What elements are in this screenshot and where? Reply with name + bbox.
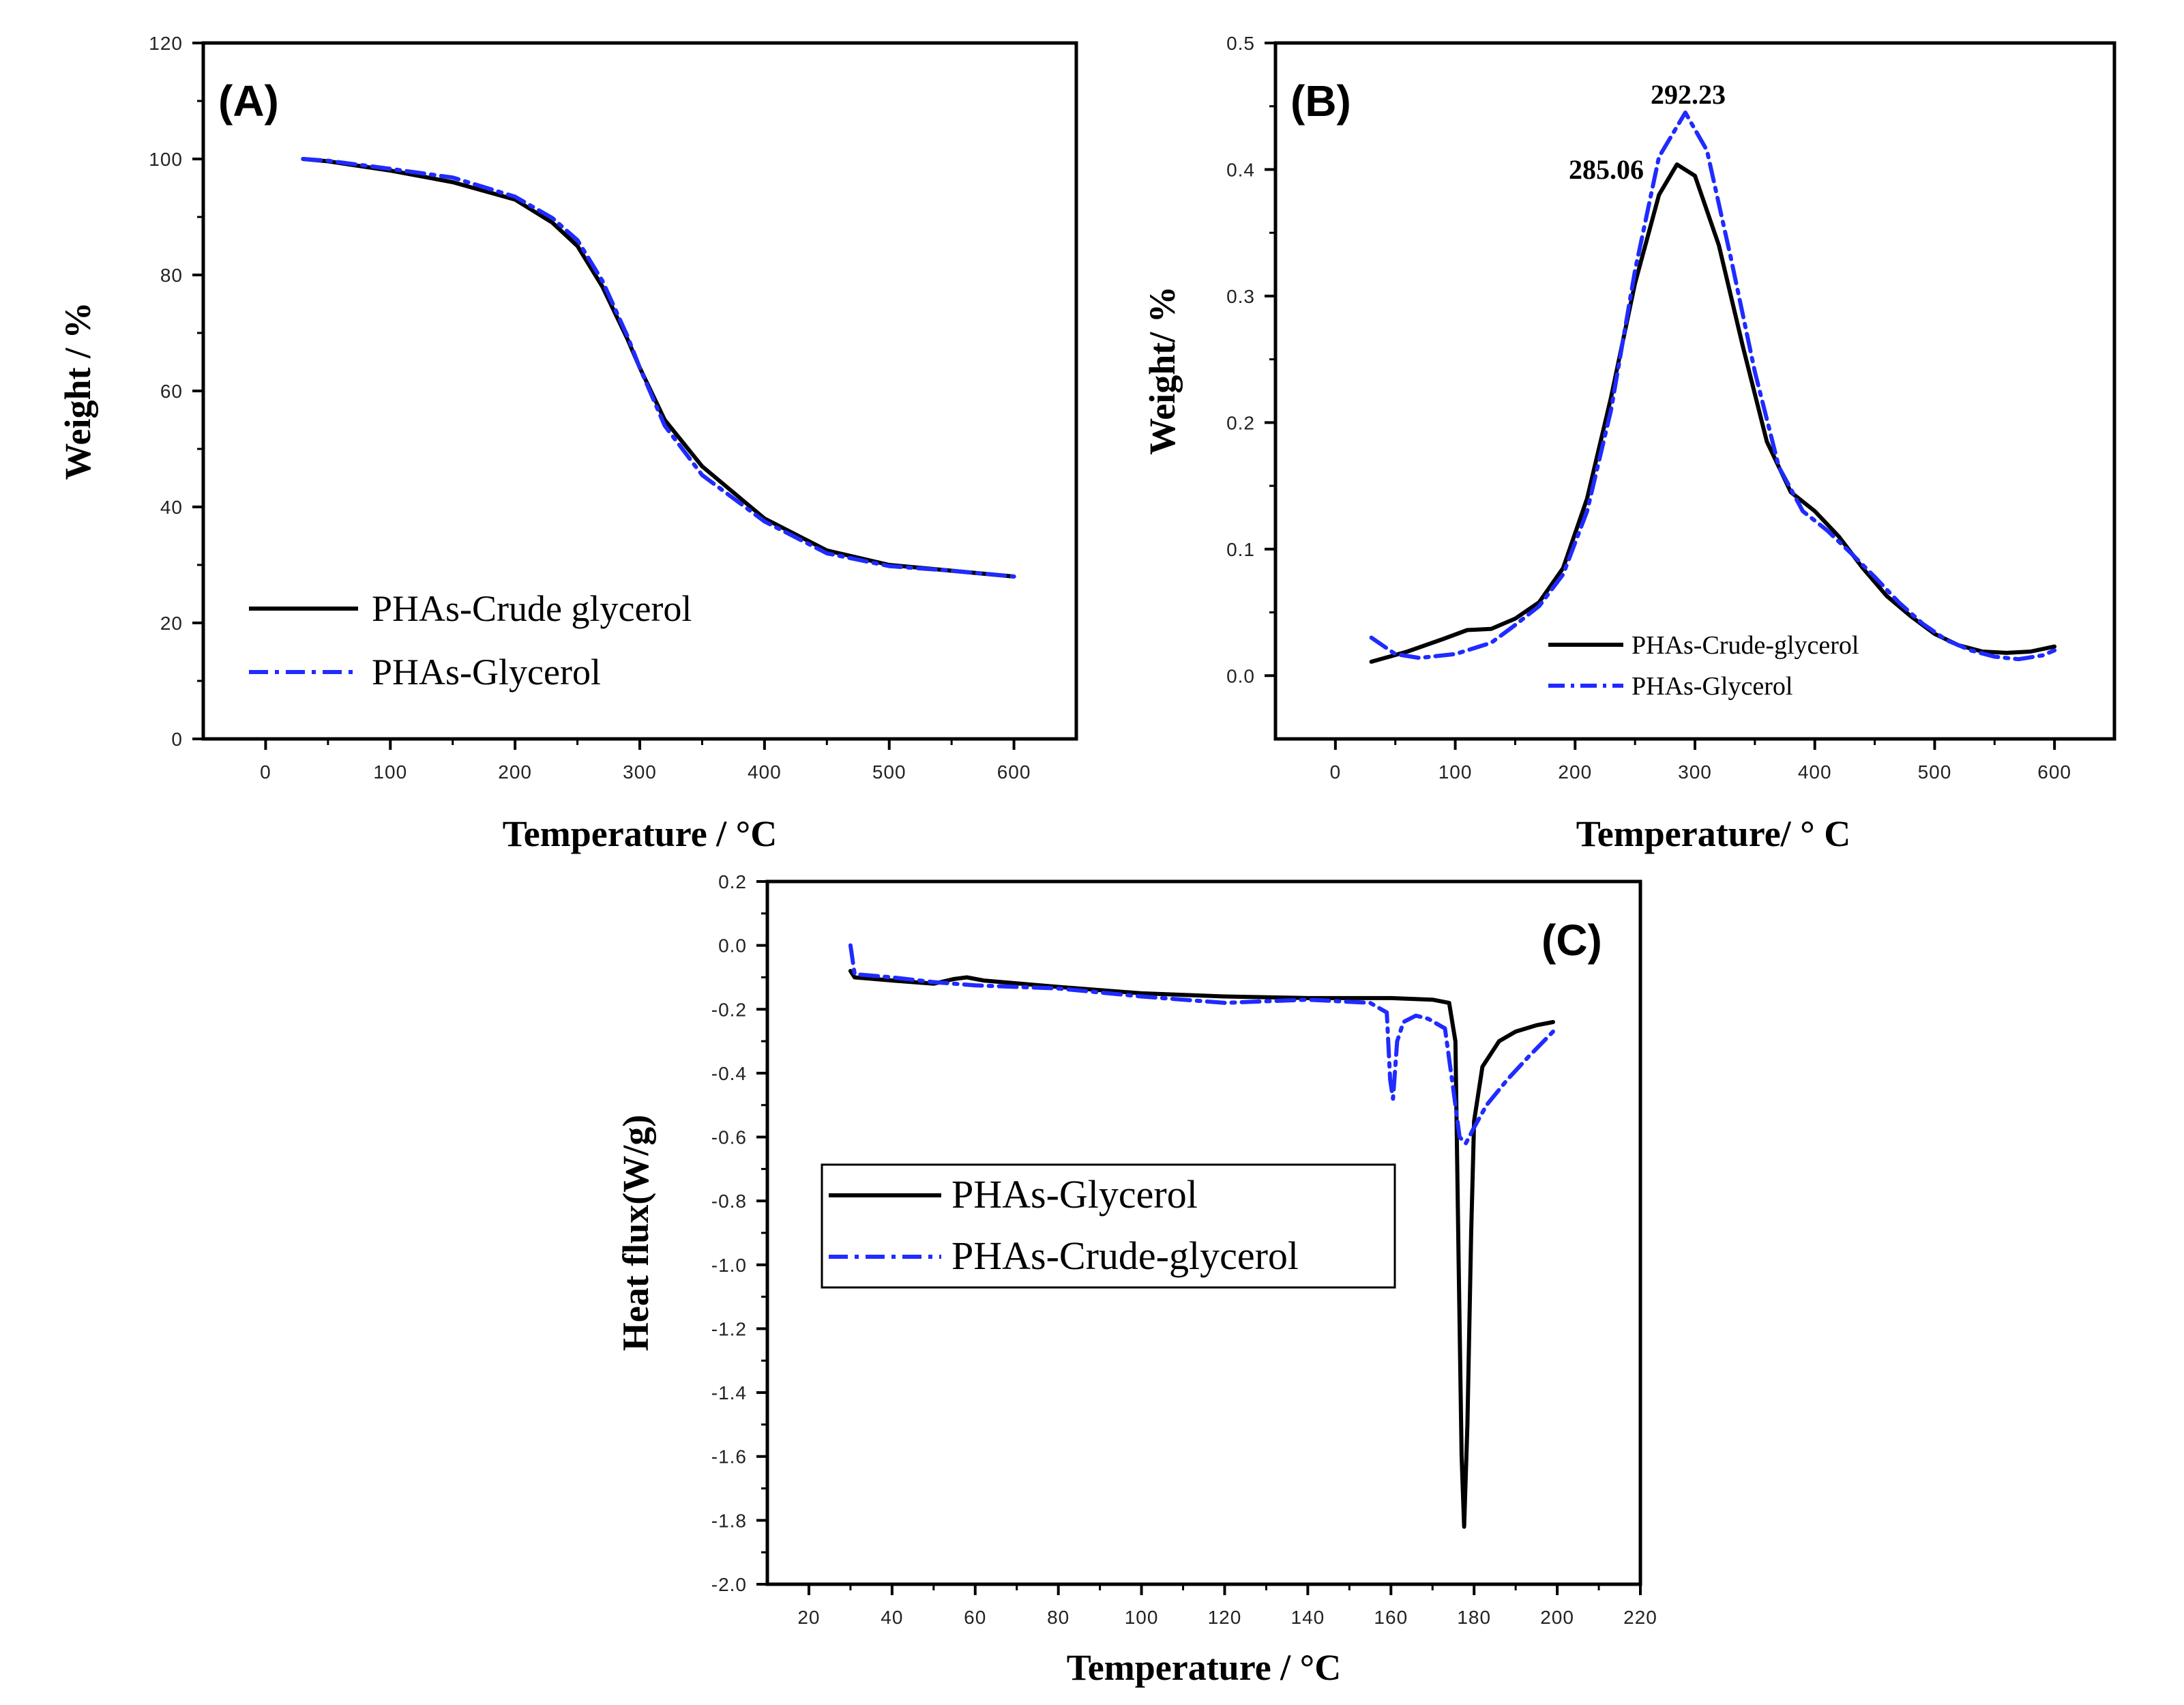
panel-c-label: (C) xyxy=(1541,916,1602,965)
panel-a-tga-chart: 0 100 200 300 400 500 600 0 20 40 60 80 100 120 (A) T… xyxy=(57,33,1078,854)
panel-b-series-phas-glycerol xyxy=(1369,111,2057,662)
panel-c-x-tick-label: 220 xyxy=(1623,1607,1657,1628)
panel-a-plot-frame xyxy=(201,41,1078,741)
panel-b-y-axis-title: Weight/ % xyxy=(1142,286,1183,455)
panel-c-y-tick-label: -0.4 xyxy=(711,1063,747,1084)
panel-a-x-axis-title: Temperature / °C xyxy=(503,813,778,854)
panel-a-x-tick-label: 100 xyxy=(373,761,407,783)
panel-b-y-tick-label: 0.5 xyxy=(1226,33,1255,54)
panel-a-legend-label-glycerol: PHAs-Glycerol xyxy=(372,652,601,693)
panel-b-y-tick-label: 0.2 xyxy=(1226,412,1255,433)
panel-a-y-tick-label: 80 xyxy=(160,265,183,286)
panel-c-x-tick-label: 120 xyxy=(1208,1607,1242,1628)
panel-c-y-tick-label: 0.0 xyxy=(718,935,747,957)
panel-b-y-tick-label: 0.0 xyxy=(1226,665,1255,686)
panel-b-x-tick-label: 200 xyxy=(1558,761,1592,783)
panel-b-legend-label-glycerol: PHAs-Glycerol xyxy=(1632,672,1792,701)
panel-c-x-tick-label: 20 xyxy=(797,1607,820,1628)
panel-b-y-tick-label: 0.3 xyxy=(1226,286,1255,307)
panel-c-y-tick-label: -1.6 xyxy=(711,1446,747,1468)
panel-b-peak-annotation-glycerol: 292.23 xyxy=(1651,79,1726,110)
panel-b-label: (B) xyxy=(1290,76,1351,126)
panel-c-y-tick-label: -0.2 xyxy=(711,999,747,1020)
panel-c-legend-box xyxy=(821,1163,1396,1289)
panel-c-legend-label-crude: PHAs-Crude-glycerol xyxy=(951,1234,1299,1278)
panel-c-y-tick-label: -1.8 xyxy=(711,1510,747,1531)
panel-b-y-tick-label: 0.1 xyxy=(1226,539,1255,560)
panel-c-x-tick-label: 160 xyxy=(1374,1607,1408,1628)
panel-b-legend-label-crude: PHAs-Crude-glycerol xyxy=(1632,631,1859,660)
panel-a-y-tick-label: 100 xyxy=(149,149,183,170)
panel-b-x-tick-label: 500 xyxy=(1918,761,1952,783)
panel-b-dtg-chart: 0 100 200 300 400 500 600 0.0 0.1 0.2 0.3 0.4 0.5 (B… xyxy=(1142,33,2116,854)
panel-a-legend-label-crude: PHAs-Crude glycerol xyxy=(372,588,692,629)
panel-b-y-tick-label: 0.4 xyxy=(1226,159,1255,180)
panel-c-y-tick-label: -0.6 xyxy=(711,1127,747,1148)
panel-b-legend: PHAs-Crude-glycerol PHAs-Glycerol xyxy=(1548,631,1859,701)
panel-c-y-tick-label: -0.8 xyxy=(711,1191,747,1212)
panel-c-x-tick-label: 140 xyxy=(1291,1607,1325,1628)
panel-a-y-tick-label: 60 xyxy=(160,381,183,402)
panel-b-x-tick-label: 300 xyxy=(1678,761,1712,783)
panel-c-x-tick-label: 60 xyxy=(964,1607,986,1628)
panel-c-y-tick-label: -1.4 xyxy=(711,1382,747,1403)
panel-c-x-tick-label: 100 xyxy=(1125,1607,1159,1628)
panel-a-series-phas-crude-glycerol xyxy=(301,157,1016,579)
panel-c-series-phas-crude-glycerol xyxy=(848,943,1555,1146)
panel-a-y-axis-title: Weight / % xyxy=(57,302,98,480)
panel-a-y-tick-label: 0 xyxy=(171,729,183,750)
panel-a-y-tick-label: 120 xyxy=(149,33,183,54)
panel-c-x-tick-label: 200 xyxy=(1540,1607,1574,1628)
panel-b-x-axis-title: Temperature/ ° C xyxy=(1576,813,1851,854)
panel-c-y-axis-title: Heat flux(W/g) xyxy=(615,1115,656,1351)
panel-a-legend: PHAs-Crude glycerol PHAs-Glycerol xyxy=(249,588,692,693)
panel-a-x-tick-label: 0 xyxy=(260,761,271,783)
panel-b-x-tick-label: 100 xyxy=(1438,761,1473,783)
panel-c-y-tick-label: 0.2 xyxy=(718,871,747,892)
panel-a-y-tick-label: 20 xyxy=(160,613,183,634)
panel-b-series-phas-crude-glycerol xyxy=(1369,162,2057,664)
panel-c-x-tick-label: 40 xyxy=(881,1607,903,1628)
panel-c-dsc-chart: 20 40 60 80 100 120 140 160 180 200 220 0.2 0.0 -0.2 -… xyxy=(615,871,1657,1688)
panel-a-x-tick-label: 500 xyxy=(872,761,906,783)
panel-a-x-tick-label: 300 xyxy=(623,761,657,783)
panel-c-y-tick-label: -1.0 xyxy=(711,1255,747,1276)
panel-a-label: (A) xyxy=(218,76,279,126)
panel-c-x-tick-label: 80 xyxy=(1047,1607,1069,1628)
panel-b-x-tick-label: 400 xyxy=(1798,761,1832,783)
panel-c-y-tick-label: -2.0 xyxy=(711,1574,747,1595)
panel-c-x-tick-label: 180 xyxy=(1457,1607,1491,1628)
panel-b-x-tick-label: 600 xyxy=(2037,761,2071,783)
panel-b-x-tick-label: 0 xyxy=(1330,761,1342,783)
panel-a-x-tick-label: 600 xyxy=(997,761,1031,783)
panel-a-x-tick-label: 400 xyxy=(748,761,782,783)
panel-c-series-phas-glycerol xyxy=(848,969,1555,1529)
panel-c-x-axis-title: Temperature / °C xyxy=(1067,1647,1342,1688)
panel-c-y-tick-label: -1.2 xyxy=(711,1318,747,1339)
panel-a-x-tick-label: 200 xyxy=(498,761,532,783)
panel-a-y-tick-label: 40 xyxy=(160,497,183,518)
panel-a-series-phas-glycerol xyxy=(301,157,1016,579)
panel-b-peak-annotation-crude: 285.06 xyxy=(1569,154,1644,185)
panel-c-legend: PHAs-Glycerol PHAs-Crude-glycerol xyxy=(821,1163,1396,1289)
panel-c-legend-label-glycerol: PHAs-Glycerol xyxy=(951,1172,1198,1216)
